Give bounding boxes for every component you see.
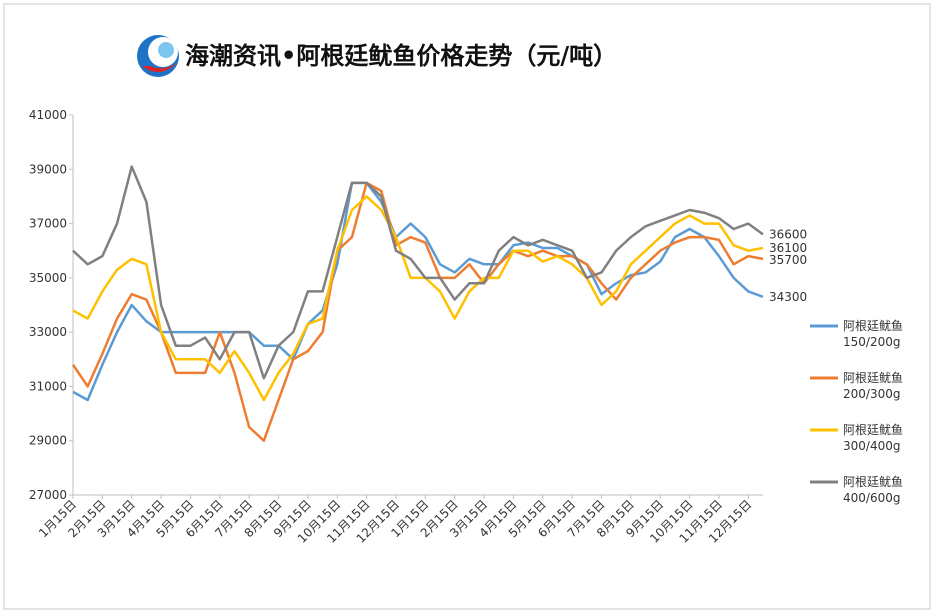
legend-label: 阿根廷鱿鱼 300/400g [843,423,904,453]
series-line [72,165,764,380]
end-label: 36100 [769,241,807,255]
series-line [71,181,764,442]
end-label: 36600 [769,227,807,241]
y-tick-label: 31000 [29,379,67,393]
legend-label: 阿根廷鱿鱼 150/200g [843,319,904,349]
y-tick-label: 35000 [29,271,67,285]
chart-title: 海潮资讯•阿根廷鱿鱼价格走势（元/吨） [185,41,617,70]
series-line [72,195,764,402]
end-label: 34300 [769,290,807,304]
legend-label: 阿根廷鱿鱼 200/300g [843,371,904,401]
end-label: 35700 [769,253,807,267]
y-tick-label: 29000 [29,434,67,448]
series-line [72,181,764,402]
legend-label: 阿根廷鱿鱼 400/600g [843,475,904,505]
y-tick-label: 41000 [29,108,67,122]
y-tick-label: 27000 [29,488,67,502]
y-tick-label: 37000 [29,217,67,231]
frame [3,3,931,610]
logo [137,35,179,77]
y-tick-label: 33000 [29,325,67,339]
y-tick-label: 39000 [29,162,67,176]
